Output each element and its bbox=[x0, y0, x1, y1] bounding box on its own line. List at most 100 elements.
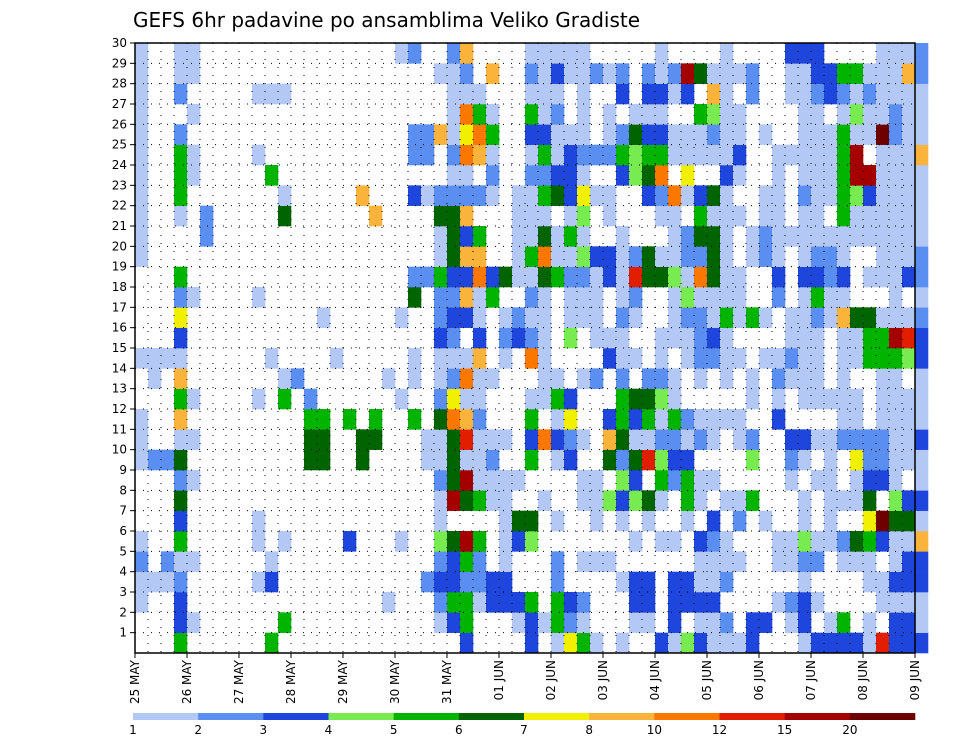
x-tick-label: 05 JUN bbox=[700, 660, 714, 700]
heatmap-cell bbox=[486, 185, 500, 206]
heatmap-cell bbox=[876, 205, 890, 227]
heatmap-cell bbox=[603, 124, 617, 145]
heatmap-cell bbox=[577, 632, 591, 654]
heatmap-cell bbox=[707, 429, 721, 450]
heatmap-cell bbox=[460, 63, 474, 84]
heatmap-cell bbox=[798, 449, 812, 471]
heatmap-cell bbox=[915, 449, 929, 471]
heatmap-cell bbox=[668, 571, 682, 593]
heatmap-cell bbox=[837, 348, 851, 369]
heatmap-cell bbox=[889, 551, 903, 572]
heatmap-cell bbox=[720, 327, 734, 349]
heatmap-cell bbox=[603, 266, 617, 288]
heatmap-cell bbox=[837, 63, 851, 84]
heatmap-cell bbox=[902, 104, 916, 125]
heatmap-cell bbox=[525, 104, 539, 125]
heatmap-cell bbox=[785, 144, 799, 166]
heatmap-cell bbox=[577, 104, 591, 125]
heatmap-cell bbox=[174, 327, 188, 349]
heatmap-cell bbox=[421, 429, 435, 450]
heatmap-cell bbox=[538, 124, 552, 145]
y-tick-label: 18 bbox=[112, 280, 127, 294]
heatmap-cell bbox=[876, 449, 890, 471]
heatmap-cell bbox=[590, 63, 604, 84]
heatmap-cell bbox=[525, 287, 539, 308]
heatmap-cell bbox=[174, 388, 188, 410]
heatmap-cell bbox=[616, 510, 630, 532]
heatmap-cell bbox=[876, 185, 890, 206]
heatmap-cell bbox=[915, 43, 929, 64]
heatmap-cell bbox=[356, 429, 370, 450]
heatmap-cell bbox=[174, 43, 188, 64]
heatmap-cell bbox=[707, 266, 721, 288]
heatmap-cell bbox=[902, 551, 916, 572]
heatmap-cell bbox=[616, 348, 630, 369]
heatmap-cell bbox=[629, 266, 643, 288]
x-tick-label: 08 JUN bbox=[856, 660, 870, 700]
heatmap-cell bbox=[577, 470, 591, 491]
heatmap-cell bbox=[174, 205, 188, 227]
heatmap-cell bbox=[889, 63, 903, 84]
heatmap-cell bbox=[551, 63, 565, 84]
heatmap-cell bbox=[538, 104, 552, 125]
heatmap-cell bbox=[785, 592, 799, 613]
heatmap-cell bbox=[759, 185, 773, 206]
heatmap-cell bbox=[668, 287, 682, 308]
heatmap-cell bbox=[460, 470, 474, 491]
colorbar-label: 2 bbox=[194, 723, 202, 737]
heatmap-cell bbox=[538, 307, 552, 328]
heatmap-cell bbox=[642, 368, 656, 389]
heatmap-cell bbox=[694, 490, 708, 511]
heatmap-cell bbox=[629, 287, 643, 308]
heatmap-cell bbox=[538, 246, 552, 267]
heatmap-cell bbox=[148, 571, 162, 593]
heatmap-cell bbox=[733, 104, 747, 125]
heatmap-cell bbox=[889, 43, 903, 64]
heatmap-cell bbox=[863, 348, 877, 369]
heatmap-cell bbox=[434, 470, 448, 491]
heatmap-cell bbox=[629, 246, 643, 267]
heatmap-cell bbox=[785, 612, 799, 633]
heatmap-cell bbox=[720, 632, 734, 654]
heatmap-cell bbox=[447, 348, 461, 369]
heatmap-cell bbox=[447, 470, 461, 491]
heatmap-cell bbox=[174, 429, 188, 450]
heatmap-cell bbox=[564, 266, 578, 288]
heatmap-cell bbox=[577, 226, 591, 247]
heatmap-cell bbox=[499, 470, 513, 491]
heatmap-cell bbox=[863, 165, 877, 186]
heatmap-cell bbox=[785, 83, 799, 105]
heatmap-cell bbox=[876, 470, 890, 491]
heatmap-cell bbox=[434, 226, 448, 247]
heatmap-cell bbox=[837, 185, 851, 206]
heatmap-cell bbox=[460, 409, 474, 430]
heatmap-cell bbox=[889, 205, 903, 227]
heatmap-cell bbox=[187, 551, 201, 572]
heatmap-cell bbox=[551, 632, 565, 654]
heatmap-cell bbox=[642, 165, 656, 186]
heatmap-cell bbox=[317, 429, 331, 450]
y-tick-label: 5 bbox=[119, 544, 127, 558]
heatmap-cell bbox=[694, 185, 708, 206]
heatmap-cell bbox=[616, 632, 630, 654]
heatmap-cell bbox=[850, 307, 864, 328]
heatmap-cell bbox=[889, 165, 903, 186]
heatmap-cell bbox=[824, 63, 838, 84]
heatmap-cell bbox=[616, 266, 630, 288]
heatmap-cell bbox=[668, 124, 682, 145]
heatmap-cell bbox=[681, 409, 695, 430]
heatmap-cell bbox=[538, 327, 552, 349]
heatmap-cell bbox=[668, 246, 682, 267]
heatmap-cell bbox=[616, 83, 630, 105]
heatmap-cell bbox=[850, 449, 864, 471]
colorbar-label: 4 bbox=[325, 723, 333, 737]
heatmap-cell bbox=[577, 429, 591, 450]
heatmap-cell bbox=[317, 409, 331, 430]
heatmap-cell bbox=[902, 348, 916, 369]
heatmap-cell bbox=[135, 531, 149, 552]
heatmap-cell bbox=[525, 327, 539, 349]
heatmap-cell bbox=[629, 124, 643, 145]
heatmap-cell bbox=[434, 368, 448, 389]
heatmap-cell bbox=[772, 287, 786, 308]
heatmap-cell bbox=[434, 490, 448, 511]
